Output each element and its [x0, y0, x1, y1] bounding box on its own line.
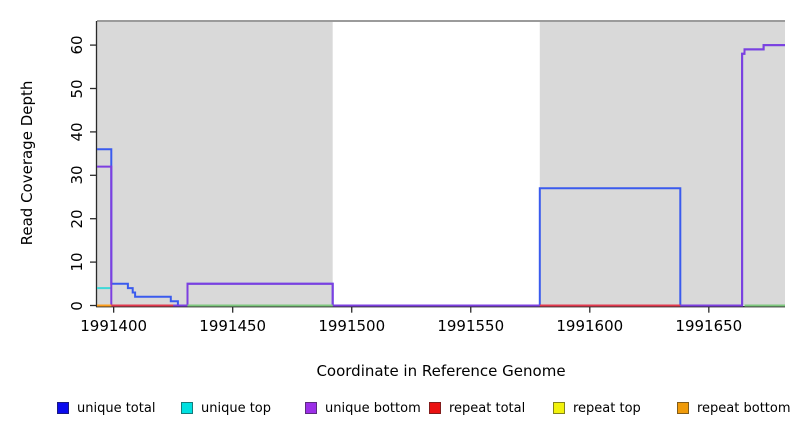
- legend-label: unique bottom: [325, 400, 421, 416]
- legend-label: unique total: [77, 400, 156, 416]
- y-tick-label: 20: [68, 209, 86, 229]
- y-axis-title: Read Coverage Depth: [18, 80, 36, 246]
- repeat-region-band: [97, 22, 333, 306]
- x-tick-label: 1991650: [675, 317, 743, 335]
- y-tick-label: 50: [68, 78, 86, 99]
- y-tick-label: 30: [68, 165, 86, 185]
- legend-swatch-icon: [305, 402, 317, 414]
- legend-item: unique top: [181, 400, 272, 416]
- legend-swatch-icon: [429, 402, 441, 414]
- series-line-unique-bottom: [97, 44, 785, 307]
- repeat-region-band: [539, 22, 785, 306]
- x-tick-label: 1991400: [80, 317, 148, 335]
- legend-item: unique total: [57, 400, 156, 416]
- x-tick-label: 1991550: [437, 317, 505, 335]
- legend-swatch-icon: [553, 402, 565, 414]
- x-tick-label: 1991500: [318, 317, 386, 335]
- legend-item: repeat bottom: [677, 400, 791, 416]
- legend-swatch-icon: [181, 402, 193, 414]
- legend-item: unique bottom: [305, 400, 421, 416]
- legend-item: repeat total: [429, 400, 526, 416]
- legend-label: repeat top: [573, 400, 641, 416]
- legend-swatch-icon: [677, 402, 689, 414]
- legend-swatch-icon: [57, 402, 69, 414]
- y-tick-label: 60: [68, 35, 86, 55]
- legend-item: repeat top: [553, 400, 641, 416]
- legend-label: unique top: [201, 400, 272, 416]
- x-axis-title: Coordinate in Reference Genome: [316, 362, 566, 380]
- y-tick-label: 10: [68, 252, 86, 272]
- y-tick-label: 40: [68, 122, 86, 142]
- legend-label: repeat bottom: [697, 400, 791, 416]
- y-tick-label: 0: [68, 300, 86, 311]
- legend-label: repeat total: [449, 400, 526, 416]
- x-tick-label: 1991600: [556, 317, 624, 335]
- x-tick-label: 1991450: [199, 317, 267, 335]
